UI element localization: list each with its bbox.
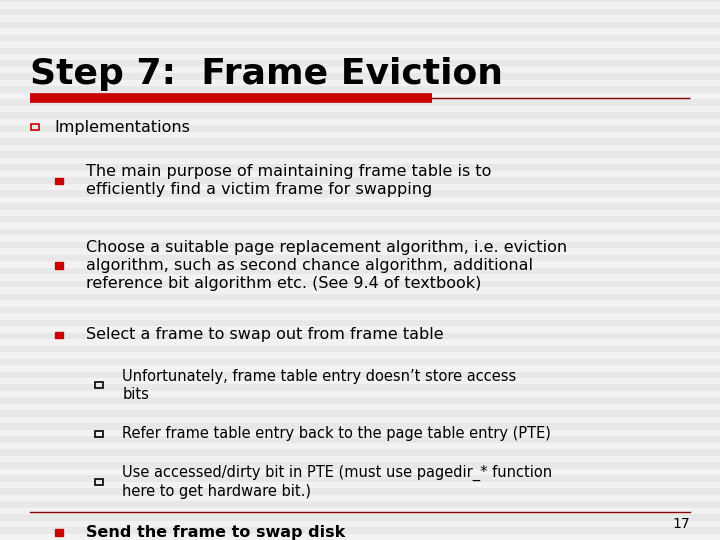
Bar [0, 456, 720, 462]
Bar [0, 313, 720, 320]
Text: 17: 17 [672, 517, 690, 531]
FancyBboxPatch shape [55, 178, 63, 184]
Bar [0, 184, 720, 190]
Text: Select a frame to swap out from frame table: Select a frame to swap out from frame ta… [86, 327, 444, 342]
Bar [0, 41, 720, 48]
Bar [0, 222, 720, 229]
Bar [0, 391, 720, 397]
Bar [0, 482, 720, 488]
Text: Step 7:  Frame Eviction: Step 7: Frame Eviction [30, 57, 503, 91]
Bar [0, 210, 720, 216]
Bar [0, 28, 720, 35]
Bar [0, 171, 720, 177]
Text: Send the frame to swap disk: Send the frame to swap disk [86, 525, 346, 540]
FancyBboxPatch shape [55, 332, 63, 338]
Bar [0, 235, 720, 242]
Bar [0, 521, 720, 527]
Bar [0, 80, 720, 86]
Text: Implementations: Implementations [54, 120, 190, 135]
Bar [0, 534, 720, 540]
Text: Unfortunately, frame table entry doesn’t store access
bits: Unfortunately, frame table entry doesn’t… [122, 368, 517, 402]
Text: Use accessed/dirty bit in PTE (must use pagedir_* function
here to get hardware : Use accessed/dirty bit in PTE (must use … [122, 465, 552, 500]
Bar [0, 469, 720, 475]
FancyBboxPatch shape [55, 529, 63, 536]
Bar [0, 15, 720, 22]
Bar [0, 365, 720, 372]
Bar [0, 287, 720, 294]
Text: Choose a suitable page replacement algorithm, i.e. eviction
algorithm, such as s: Choose a suitable page replacement algor… [86, 240, 567, 291]
Bar [0, 93, 720, 99]
Bar [0, 378, 720, 384]
Bar [0, 404, 720, 410]
Bar [0, 106, 720, 112]
Bar [0, 300, 720, 307]
Bar [0, 430, 720, 436]
Bar [0, 2, 720, 9]
Bar [0, 158, 720, 164]
Bar [0, 339, 720, 346]
Bar [0, 326, 720, 333]
Bar [0, 443, 720, 449]
Bar [0, 248, 720, 255]
Bar [0, 197, 720, 203]
Bar [0, 352, 720, 359]
Bar [0, 54, 720, 60]
Text: The main purpose of maintaining frame table is to
efficiently find a victim fram: The main purpose of maintaining frame ta… [86, 164, 492, 198]
Bar [0, 132, 720, 138]
Bar [0, 417, 720, 423]
Bar [0, 67, 720, 73]
Bar [0, 274, 720, 281]
Bar [0, 495, 720, 501]
Text: Refer frame table entry back to the page table entry (PTE): Refer frame table entry back to the page… [122, 426, 552, 441]
FancyBboxPatch shape [55, 262, 63, 269]
Bar [0, 261, 720, 268]
Bar [0, 119, 720, 125]
Bar [0, 508, 720, 514]
Bar [0, 145, 720, 151]
